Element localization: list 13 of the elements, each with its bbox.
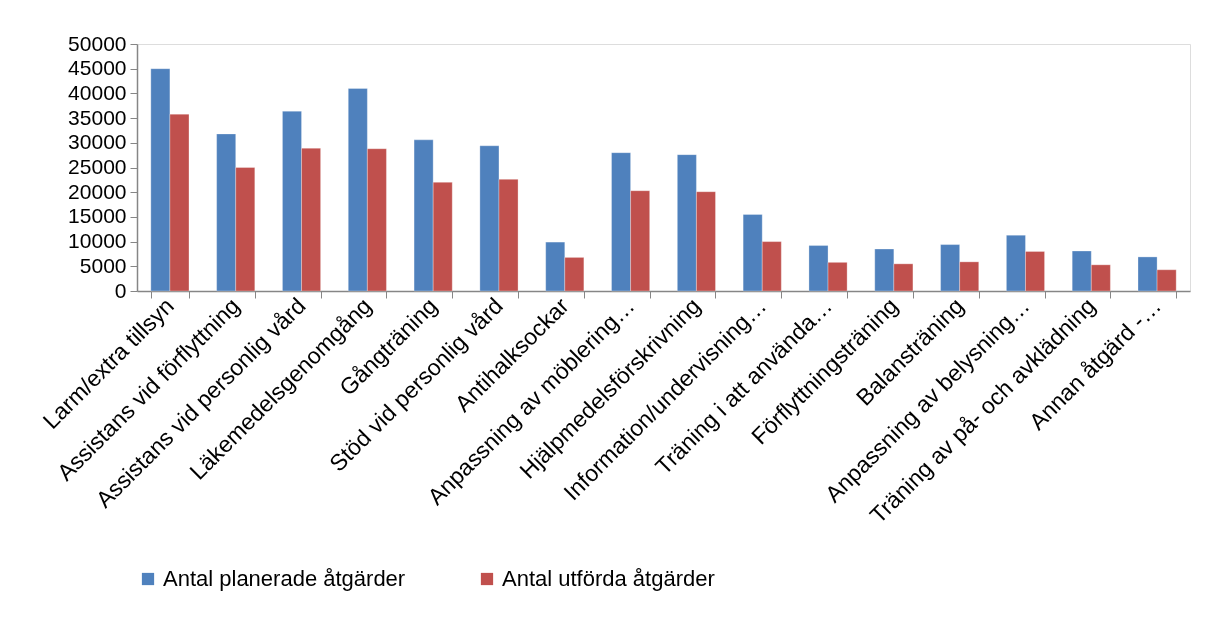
y-tick-label: 15000 xyxy=(68,204,127,228)
y-tick-label: 5000 xyxy=(79,253,127,277)
y-tick-label: 25000 xyxy=(68,155,127,178)
y-tick-label: 45000 xyxy=(68,56,127,80)
y-tick-label: 10000 xyxy=(68,229,127,253)
y-tick-label: 0 xyxy=(114,278,127,302)
legend-label: Antal planerade åtgärder xyxy=(163,566,406,591)
y-tick-label: 20000 xyxy=(68,179,127,203)
y-tick-label: 30000 xyxy=(68,130,127,154)
y-tick-label: 35000 xyxy=(68,105,127,129)
y-tick-label: 40000 xyxy=(68,80,127,104)
legend-label: Antal utförda åtgärder xyxy=(502,566,715,591)
y-tick-label: 50000 xyxy=(68,31,127,55)
